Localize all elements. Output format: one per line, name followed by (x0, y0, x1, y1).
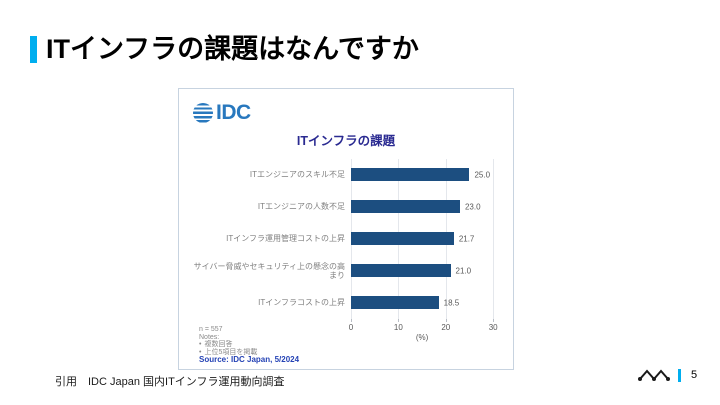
category-labels: ITエンジニアのスキル不足 ITエンジニアの人数不足 ITインフラ運用管理コストの上… (187, 159, 345, 319)
note-text: 上位5項目を掲載 (204, 348, 258, 356)
citation: 引用 IDC Japan 国内ITインフラ運用動向調査 (55, 376, 285, 388)
footer-accent-bar (678, 368, 681, 382)
note-item: • 上位5項目を掲載 (199, 349, 257, 357)
company-logo-icon (638, 369, 670, 381)
chart-card: IDC ITインフラの課題 ITエンジニアのスキル不足 ITエンジニアの人数不足 I… (178, 88, 514, 370)
note-item: • 複数回答 (199, 341, 257, 349)
bar (351, 232, 454, 245)
bar-row: 18.5 (351, 287, 505, 319)
x-axis: 0 10 20 30 (%) (348, 319, 505, 347)
chart-title: ITインフラの課題 (296, 134, 396, 148)
bar-value-label: 23.0 (464, 202, 481, 212)
idc-logo: IDC (193, 102, 251, 123)
title-accent-bar (30, 36, 37, 63)
category-label: ITインフラコストの上昇 (258, 298, 345, 308)
x-tick-label: 30 (488, 323, 498, 332)
bullet-glyph: • (199, 348, 202, 356)
notes-heading: Notes: (199, 333, 220, 341)
category-label: ITエンジニアのスキル不足 (249, 170, 345, 180)
x-tick-mark (493, 319, 495, 322)
sample-size: n = 557 (199, 326, 223, 333)
gridline (493, 159, 495, 319)
category-label: ITエンジニアの人数不足 (257, 202, 345, 212)
idc-logo-text: IDC (216, 101, 251, 124)
x-tick-label: 10 (393, 323, 403, 332)
bar (351, 168, 470, 181)
x-tick-mark (445, 319, 447, 322)
chart-source: Source: IDC Japan, 5/2024 (199, 355, 300, 364)
bar-value-label: 21.0 (455, 266, 472, 276)
x-tick-label: 20 (441, 323, 451, 332)
footer: 5 (638, 367, 697, 383)
bar (351, 264, 451, 277)
bar-value-label: 21.7 (458, 234, 475, 244)
category-label: ITインフラ運用管理コストの上昇 (226, 234, 345, 244)
chart-notes: n = 557 Notes: • 複数回答 • 上位5項目を掲載 (199, 326, 257, 356)
bullet-glyph: • (199, 341, 202, 349)
x-axis-label: (%) (415, 333, 429, 342)
x-tick-label: 0 (348, 323, 354, 332)
bar-row: 23.0 (351, 191, 505, 223)
note-text: 複数回答 (204, 341, 233, 349)
bar-row: 21.0 (351, 255, 505, 287)
idc-globe-icon (193, 102, 213, 123)
page-title: ITインフラの課題はなんですか (46, 34, 419, 64)
x-tick-mark (398, 319, 400, 322)
plot-area: 25.0 23.0 21.7 21.0 18.5 (351, 159, 505, 319)
category-label: サイバー脅威やセキュリティ上の懸念の高まり (193, 261, 345, 280)
bar (351, 296, 439, 309)
bar-row: 25.0 (351, 159, 505, 191)
page-number: 5 (691, 369, 698, 381)
bar-value-label: 18.5 (443, 298, 460, 308)
bar-row: 21.7 (351, 223, 505, 255)
bar (351, 200, 460, 213)
x-tick-mark (351, 319, 352, 322)
slide-title-block: ITインフラの課題はなんですか (30, 36, 419, 63)
bar-value-label: 25.0 (474, 170, 491, 180)
